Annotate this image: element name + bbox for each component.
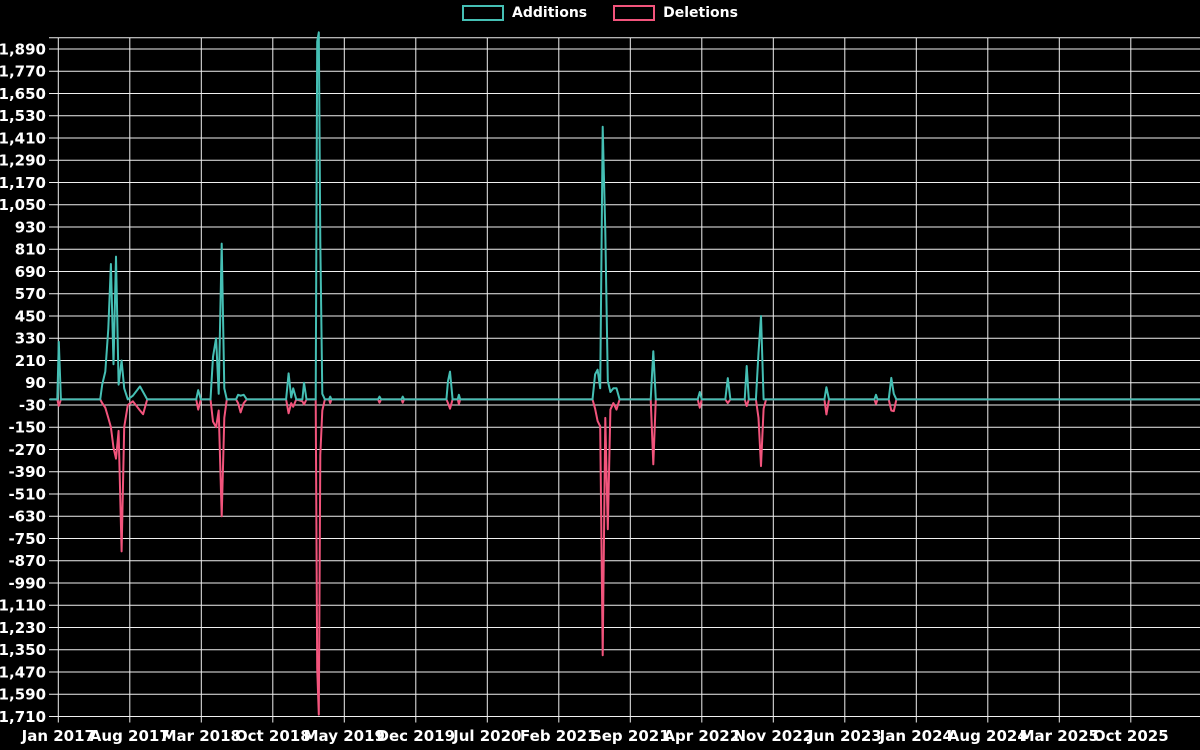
legend-label-additions: Additions — [512, 5, 588, 21]
x-tick-label: Mar 2018 — [162, 727, 241, 745]
y-tick-label: 90 — [25, 374, 46, 392]
y-tick-label: -1,110 — [0, 597, 46, 615]
y-tick-label: -1,710 — [0, 708, 46, 726]
x-tick-label: May 2019 — [304, 727, 385, 745]
x-tick-label: Oct 2018 — [235, 727, 311, 745]
y-tick-label: 570 — [15, 285, 46, 303]
y-axis-tick-labels: 1,890 1,770 1,650 1,530 1,410 1,290 1,170 1,050… — [0, 41, 46, 727]
y-tick-label: 1,290 — [0, 152, 46, 170]
y-tick-label: -870 — [8, 552, 46, 570]
x-tick-label: Sep 2021 — [591, 727, 670, 745]
gridlines — [49, 37, 1200, 723]
y-tick-label: 1,650 — [0, 85, 46, 103]
legend-label-deletions: Deletions — [663, 5, 738, 21]
x-tick-label: Dec 2019 — [377, 727, 456, 745]
x-tick-label: Jan 2024 — [879, 727, 953, 745]
x-tick-label: Aug 2024 — [948, 727, 1028, 745]
y-tick-label: 690 — [15, 263, 46, 281]
deletions-line-series — [49, 398, 1200, 716]
legend-item-deletions[interactable]: Deletions — [613, 5, 738, 21]
y-tick-label: 1,530 — [0, 107, 46, 125]
y-tick-label: 450 — [15, 308, 46, 326]
deletions-swatch-icon — [613, 5, 656, 21]
x-tick-label: Mar 2025 — [1020, 727, 1099, 745]
x-tick-label: Oct 2025 — [1093, 727, 1169, 745]
additions-swatch-icon — [462, 5, 505, 21]
additions-line-series — [49, 31, 1200, 401]
y-tick-label: 330 — [15, 330, 46, 348]
y-tick-label: 1,170 — [0, 174, 46, 192]
y-tick-label: -30 — [19, 397, 46, 415]
y-tick-label: -1,350 — [0, 641, 46, 659]
y-tick-label: -1,590 — [0, 686, 46, 704]
chart-legend: Additions Deletions — [0, 5, 1200, 21]
y-tick-label: -1,470 — [0, 664, 46, 682]
x-tick-label: Jan 2017 — [21, 727, 95, 745]
y-tick-label: 210 — [15, 352, 46, 370]
y-tick-label: -1,230 — [0, 619, 46, 637]
legend-item-additions[interactable]: Additions — [462, 5, 587, 21]
y-tick-label: 810 — [15, 241, 46, 259]
x-tick-label: Apr 2022 — [663, 727, 740, 745]
y-tick-label: -510 — [8, 486, 46, 504]
y-tick-label: 930 — [15, 219, 46, 237]
y-tick-label: -630 — [8, 508, 46, 526]
x-tick-label: Jun 2023 — [807, 727, 882, 745]
x-tick-label: Feb 2021 — [520, 727, 598, 745]
y-tick-label: -270 — [8, 441, 46, 459]
y-tick-label: 1,890 — [0, 41, 46, 59]
y-tick-label: -150 — [8, 419, 46, 437]
x-tick-label: Aug 2017 — [90, 727, 170, 745]
y-tick-label: -750 — [8, 530, 46, 548]
y-tick-label: -990 — [8, 575, 46, 593]
y-tick-label: -390 — [8, 463, 46, 481]
x-tick-label: Nov 2022 — [733, 727, 813, 745]
y-tick-label: 1,410 — [0, 130, 46, 148]
x-tick-label: Jul 2020 — [452, 727, 521, 745]
y-tick-label: 1,050 — [0, 196, 46, 214]
y-tick-label: 1,770 — [0, 63, 46, 81]
